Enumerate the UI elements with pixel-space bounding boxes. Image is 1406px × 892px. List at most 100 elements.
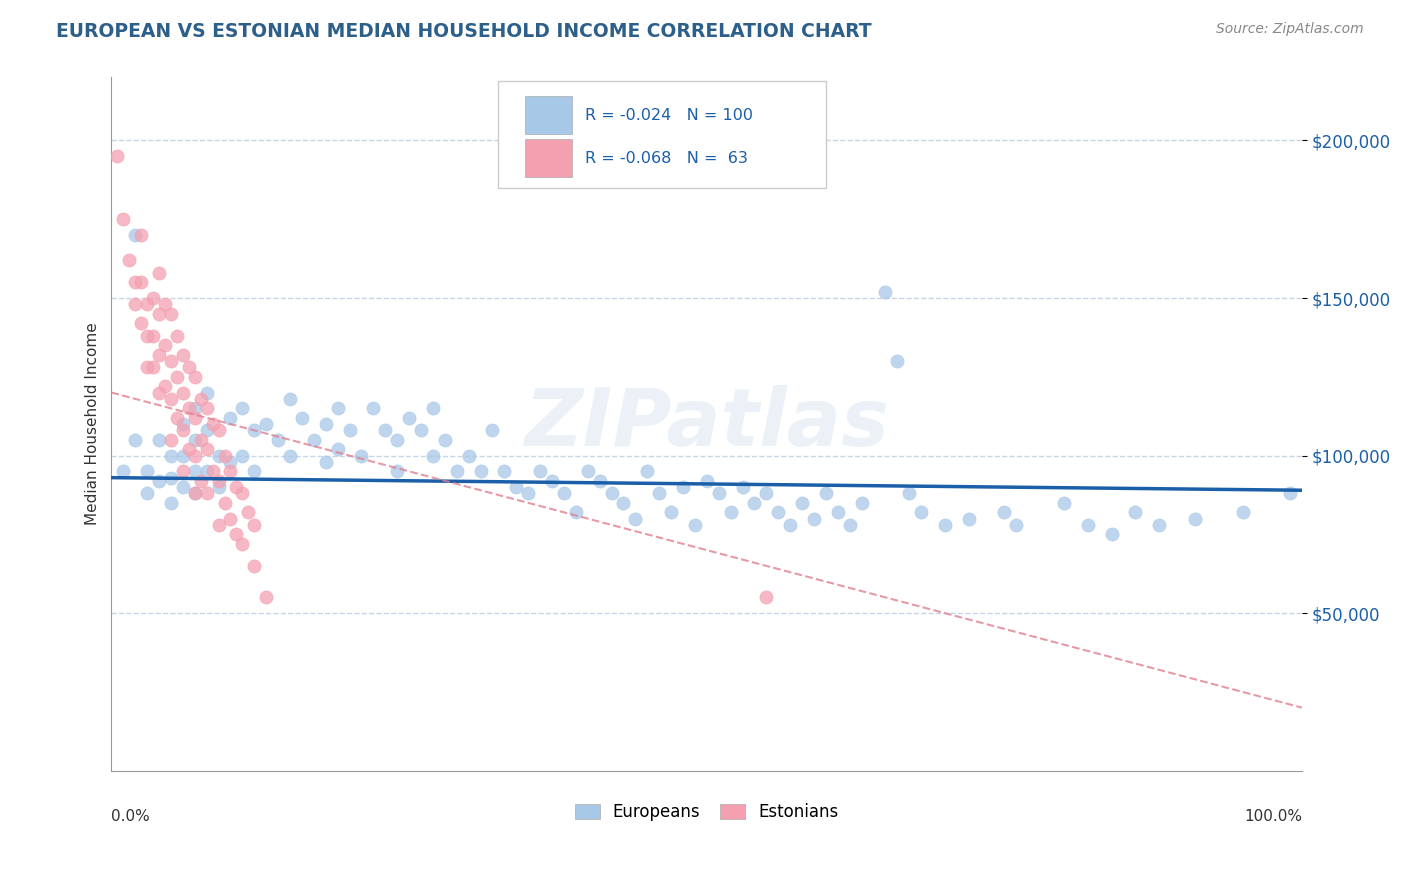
- Point: [214, 449, 236, 463]
- Point: [190, 474, 212, 488]
- Point: [1279, 486, 1302, 500]
- Point: [385, 464, 408, 478]
- Point: [672, 480, 695, 494]
- FancyBboxPatch shape: [498, 81, 825, 188]
- Point: [363, 401, 385, 416]
- Point: [385, 433, 408, 447]
- Point: [195, 385, 218, 400]
- Point: [153, 297, 176, 311]
- Point: [398, 410, 420, 425]
- Point: [166, 369, 188, 384]
- Point: [600, 486, 623, 500]
- Text: EUROPEAN VS ESTONIAN MEDIAN HOUSEHOLD INCOME CORRELATION CHART: EUROPEAN VS ESTONIAN MEDIAN HOUSEHOLD IN…: [56, 22, 872, 41]
- Point: [517, 486, 540, 500]
- Point: [1077, 517, 1099, 532]
- Point: [142, 360, 165, 375]
- Point: [315, 455, 337, 469]
- Point: [225, 527, 247, 541]
- Point: [112, 212, 135, 227]
- Point: [153, 338, 176, 352]
- Point: [160, 449, 183, 463]
- Point: [648, 486, 671, 500]
- Point: [219, 410, 242, 425]
- Text: 100.0%: 100.0%: [1244, 809, 1302, 824]
- Point: [576, 464, 599, 478]
- Point: [588, 474, 610, 488]
- Point: [315, 417, 337, 431]
- Point: [851, 496, 873, 510]
- Point: [934, 517, 956, 532]
- Point: [219, 464, 242, 478]
- Text: 0.0%: 0.0%: [111, 809, 150, 824]
- Point: [160, 470, 183, 484]
- Point: [278, 449, 301, 463]
- Point: [457, 449, 479, 463]
- Point: [225, 480, 247, 494]
- Point: [1005, 517, 1028, 532]
- Point: [105, 149, 128, 163]
- Point: [720, 505, 742, 519]
- Point: [136, 297, 159, 311]
- Point: [184, 369, 207, 384]
- Point: [565, 505, 588, 519]
- Point: [172, 417, 194, 431]
- Point: [838, 517, 860, 532]
- Point: [612, 496, 634, 510]
- Point: [1149, 517, 1171, 532]
- Point: [136, 360, 159, 375]
- Point: [814, 486, 837, 500]
- Point: [124, 227, 146, 242]
- Point: [875, 285, 897, 299]
- FancyBboxPatch shape: [524, 139, 572, 177]
- Point: [470, 464, 492, 478]
- Point: [1053, 496, 1076, 510]
- Point: [177, 401, 200, 416]
- Point: [779, 517, 801, 532]
- Point: [195, 442, 218, 457]
- Point: [243, 423, 266, 437]
- Point: [148, 266, 170, 280]
- Point: [124, 297, 146, 311]
- Point: [1125, 505, 1147, 519]
- Point: [160, 496, 183, 510]
- Point: [481, 423, 503, 437]
- Point: [195, 486, 218, 500]
- Point: [243, 558, 266, 573]
- Point: [172, 480, 194, 494]
- Legend: Europeans, Estonians: Europeans, Estonians: [575, 804, 839, 822]
- Point: [160, 433, 183, 447]
- Point: [195, 423, 218, 437]
- Point: [148, 385, 170, 400]
- Point: [190, 433, 212, 447]
- Point: [148, 348, 170, 362]
- Point: [302, 433, 325, 447]
- Point: [201, 417, 224, 431]
- Point: [124, 275, 146, 289]
- Point: [112, 464, 135, 478]
- Point: [184, 464, 207, 478]
- Point: [190, 392, 212, 406]
- Point: [1184, 511, 1206, 525]
- Point: [433, 433, 456, 447]
- Point: [409, 423, 432, 437]
- Point: [768, 505, 790, 519]
- Point: [172, 449, 194, 463]
- Point: [148, 474, 170, 488]
- Point: [195, 464, 218, 478]
- Point: [184, 401, 207, 416]
- Point: [278, 392, 301, 406]
- Point: [326, 442, 349, 457]
- Point: [707, 486, 730, 500]
- Point: [243, 464, 266, 478]
- Point: [201, 464, 224, 478]
- Point: [219, 455, 242, 469]
- Point: [910, 505, 932, 519]
- Point: [177, 442, 200, 457]
- Text: R = -0.068   N =  63: R = -0.068 N = 63: [585, 151, 748, 166]
- Point: [207, 423, 229, 437]
- Point: [195, 401, 218, 416]
- Point: [1232, 505, 1254, 519]
- Point: [350, 449, 373, 463]
- Point: [231, 486, 253, 500]
- Point: [160, 307, 183, 321]
